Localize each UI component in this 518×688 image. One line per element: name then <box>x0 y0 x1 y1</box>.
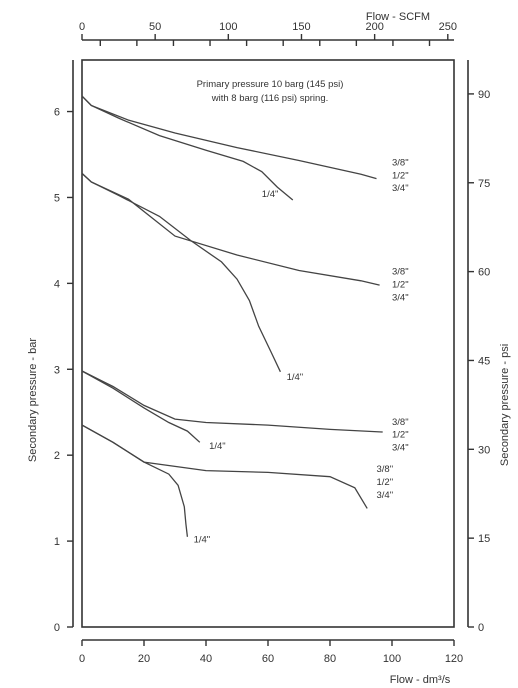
curve-line-6 <box>81 172 281 373</box>
series-label: 1/2" <box>392 279 409 290</box>
plot-frame <box>81 59 455 628</box>
series-label: 3/4" <box>392 443 409 454</box>
series-label: 1/2" <box>392 430 409 441</box>
left-y-tick-label: 3 <box>54 364 60 376</box>
series-labels: 1/4" 3/8" 1/2" 3/4" 1/4" 3/8" 1/2" 3/4" 1/4" 3/8"… <box>194 157 409 545</box>
curve-line-0 <box>81 95 377 180</box>
series-label: 1/4" <box>194 535 211 546</box>
bottom-x-tick-label: 20 <box>138 653 150 665</box>
series-label: 3/4" <box>392 183 409 194</box>
right-y-tick-label: 0 <box>478 622 484 634</box>
bottom-x-tick-label: 40 <box>200 653 212 665</box>
left-y-tick-label: 0 <box>54 622 60 634</box>
bottom-x-axis-title: Flow - dm³/s <box>390 674 451 686</box>
top-x-tick-label: 150 <box>292 21 310 33</box>
right-y-tick-label: 30 <box>478 444 490 456</box>
series-label: 1/2" <box>377 477 394 488</box>
left-y-axis-title: Secondary pressure - bar <box>27 338 39 462</box>
right-y-axis-title: Secondary pressure - psi <box>499 344 511 466</box>
series-label: 1/4" <box>287 372 304 383</box>
top-x-tick-label: 250 <box>439 21 457 33</box>
bottom-x-tick-label: 100 <box>383 653 401 665</box>
right-y-tick-label: 15 <box>478 533 490 545</box>
series-label: 1/4" <box>209 441 226 452</box>
top-x-tick-label: 0 <box>79 21 85 33</box>
bottom-x-tick-label: 120 <box>445 653 463 665</box>
series-label: 3/8" <box>392 157 409 168</box>
series-label: 3/4" <box>392 292 409 303</box>
right-y-tick-label: 45 <box>478 355 490 367</box>
bottom-x-tick-label: 0 <box>79 653 85 665</box>
series-label: 1/4" <box>262 189 279 200</box>
curve-line-15 <box>81 424 368 509</box>
right-y-tick-label: 90 <box>478 89 490 101</box>
series-label: 1/2" <box>392 170 409 181</box>
left-y-tick-label: 4 <box>54 278 60 290</box>
curve-line-10 <box>81 370 383 433</box>
series-label: 3/4" <box>377 490 394 501</box>
series-label: 3/8" <box>392 266 409 277</box>
curve-line-11 <box>81 370 201 443</box>
series-label: 3/8" <box>377 464 394 475</box>
left-y-tick-label: 5 <box>54 192 60 204</box>
curve-line-1 <box>81 95 294 201</box>
bottom-x-tick-label: 80 <box>324 653 336 665</box>
curve-line-16 <box>81 424 189 537</box>
left-y-tick-label: 1 <box>54 536 60 548</box>
left-y-tick-label: 6 <box>54 107 60 119</box>
performance-curves <box>81 95 383 537</box>
left-y-tick-label: 2 <box>54 450 60 462</box>
right-y-tick-label: 60 <box>478 267 490 279</box>
top-x-tick-label: 200 <box>365 21 383 33</box>
right-y-tick-label: 75 <box>478 178 490 190</box>
chart-title-line-2: with 8 barg (116 psi) spring. <box>211 93 329 104</box>
bottom-x-tick-label: 60 <box>262 653 274 665</box>
chart-title-line-1: Primary pressure 10 barg (145 psi) <box>197 79 344 90</box>
series-label: 3/8" <box>392 417 409 428</box>
top-x-tick-label: 50 <box>149 21 161 33</box>
curve-line-5 <box>81 172 380 286</box>
top-x-tick-label: 100 <box>219 21 237 33</box>
top-x-axis-title: Flow - SCFM <box>366 11 430 23</box>
